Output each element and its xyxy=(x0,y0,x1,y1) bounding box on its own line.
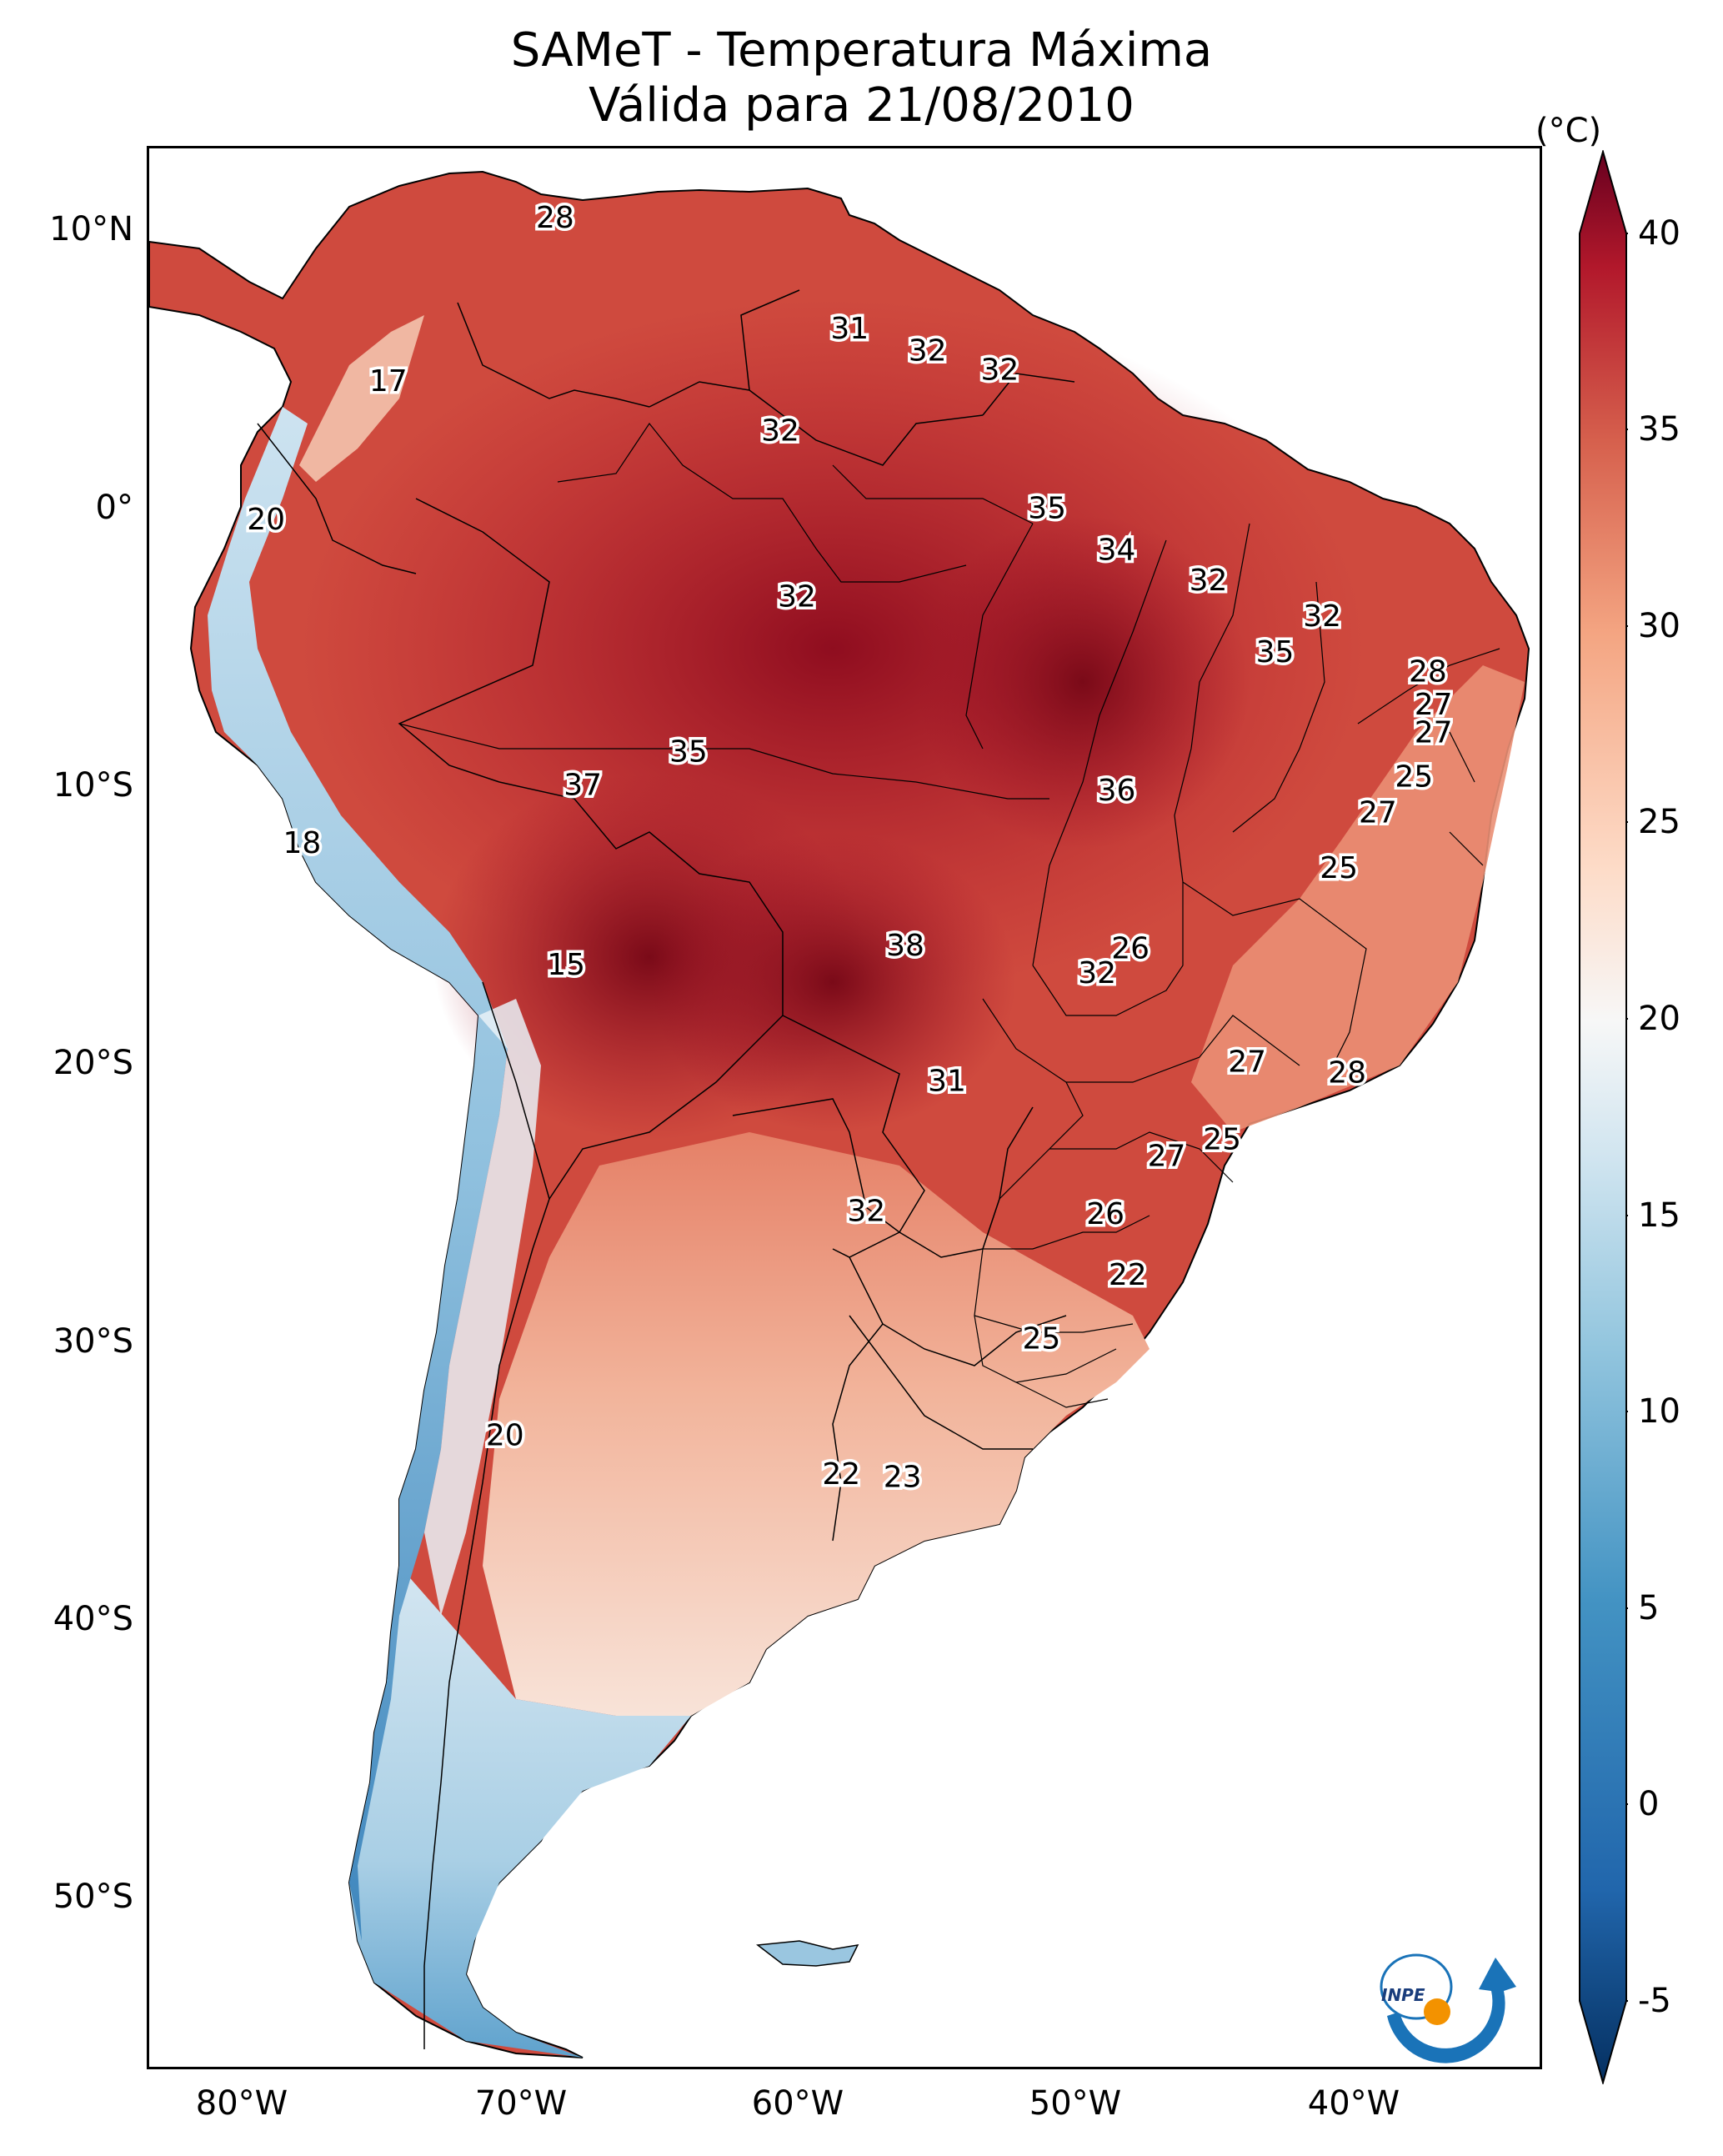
inpe-logo-sun xyxy=(1424,1998,1450,2025)
temperature-label: 38 xyxy=(886,929,924,963)
colorbar-tick-5: 5 xyxy=(1638,1589,1660,1627)
temperature-label: 28 xyxy=(1328,1056,1366,1091)
temperature-label: 23 xyxy=(884,1460,922,1494)
temperature-label: 35 xyxy=(1256,635,1295,669)
temperature-label: 37 xyxy=(563,769,602,803)
lat-tick-40s: 40°S xyxy=(53,1600,133,1638)
east-coast-warm-zone xyxy=(1191,665,1525,1132)
colorbar-tick-0: 0 xyxy=(1638,1785,1660,1823)
falkland-islands xyxy=(756,1940,859,1967)
temperature-label: 20 xyxy=(247,503,285,537)
colorbar-tick-25: 25 xyxy=(1638,803,1680,841)
temperature-label: 31 xyxy=(830,312,869,346)
temperature-label: 15 xyxy=(547,948,585,982)
inpe-logo-text: INPE xyxy=(1381,1985,1425,2005)
temperature-label: 27 xyxy=(1228,1045,1266,1079)
lat-tick-20s: 20°S xyxy=(53,1044,133,1082)
temperature-label: 35 xyxy=(1028,492,1066,526)
colorbar-unit: (°C) xyxy=(1535,112,1602,150)
andes-cold-strip xyxy=(208,407,508,1941)
colorbar-tick-35: 35 xyxy=(1638,410,1680,449)
heat-core-para xyxy=(916,515,1250,849)
temperature-label: 27 xyxy=(1415,715,1453,750)
temperature-label: 32 xyxy=(1078,956,1116,990)
temperature-label: 27 xyxy=(1415,688,1453,722)
state-borders xyxy=(398,422,1500,1408)
inpe-logo: INPE xyxy=(1380,1953,1516,2063)
temperature-label: 31 xyxy=(928,1065,966,1099)
temperature-label: 35 xyxy=(669,735,708,770)
temperature-labels: 2817203132323235343232323528272725272535… xyxy=(244,198,1455,1497)
lon-tick-50w: 50°W xyxy=(1029,2084,1122,2123)
political-borders xyxy=(257,289,1075,2049)
temperature-map: INPE 28172031323232353432323235282727252… xyxy=(149,170,1530,2063)
temperature-label: 20 xyxy=(486,1419,524,1453)
temperature-label: 32 xyxy=(980,353,1019,388)
temperature-label: 25 xyxy=(1022,1321,1060,1356)
temperature-label: 17 xyxy=(369,364,408,399)
temperature-label: 32 xyxy=(909,333,947,368)
map-title: SAMeT - Temperatura Máxima Válida para 2… xyxy=(0,23,1723,133)
temperature-label: 26 xyxy=(1086,1197,1124,1231)
map-panel: INPE 28 17 20 31 32 32 32 35 34 32 32 32 35 28 27 27 25 2… xyxy=(147,146,1542,2069)
temperature-label: 18 xyxy=(283,826,321,860)
lon-tick-40w: 40°W xyxy=(1307,2084,1400,2123)
temperature-label: 32 xyxy=(1190,564,1228,598)
lat-tick-0: 0° xyxy=(95,489,133,527)
colorbar-tick-marks xyxy=(1626,233,1628,2002)
temperature-label: 27 xyxy=(1359,796,1397,830)
title-line-2: Válida para 21/08/2010 xyxy=(589,78,1134,133)
temperature-label: 22 xyxy=(822,1457,860,1492)
temperature-label: 32 xyxy=(761,414,799,449)
temperature-label: 28 xyxy=(536,201,574,235)
temperature-label: 25 xyxy=(1320,851,1358,885)
colorbar xyxy=(1579,150,1628,2084)
colorbar-tick-30: 30 xyxy=(1638,607,1680,645)
lon-tick-60w: 60°W xyxy=(751,2084,844,2123)
temperature-label: 26 xyxy=(1111,931,1150,965)
lon-tick-70w: 70°W xyxy=(474,2084,568,2123)
temperature-label: 28 xyxy=(1409,654,1447,689)
temperature-label: 34 xyxy=(1098,533,1136,567)
colorbar-bar xyxy=(1579,150,1627,2084)
patagonia-cool-zone xyxy=(349,1566,691,2058)
lat-tick-50s: 50°S xyxy=(53,1878,133,1916)
lat-tick-10n: 10°N xyxy=(49,210,133,248)
colorbar-tick-40: 40 xyxy=(1638,214,1680,253)
temperature-label: 27 xyxy=(1148,1139,1186,1173)
colorbar-tick-20: 20 xyxy=(1638,1000,1680,1038)
colombian-andes-zone xyxy=(299,315,424,482)
temperature-label: 32 xyxy=(847,1195,885,1229)
temperature-label: 22 xyxy=(1109,1258,1147,1292)
colorbar-tick-neg5: -5 xyxy=(1638,1982,1671,2020)
temperature-label: 25 xyxy=(1203,1122,1241,1156)
temperature-label: 32 xyxy=(778,580,816,614)
lon-tick-80w: 80°W xyxy=(195,2084,288,2123)
title-line-1: SAMeT - Temperatura Máxima xyxy=(510,23,1213,78)
temperature-label: 32 xyxy=(1303,599,1341,634)
inpe-logo-arc xyxy=(1387,1958,1516,2063)
temperature-label: 25 xyxy=(1395,760,1433,795)
colorbar-tick-15: 15 xyxy=(1638,1196,1680,1235)
southern-cone-gradient xyxy=(483,1132,1150,1716)
lat-tick-10s: 10°S xyxy=(53,766,133,805)
temperature-label: 36 xyxy=(1098,774,1136,808)
lat-tick-30s: 30°S xyxy=(53,1322,133,1361)
altiplano-cool-zone xyxy=(424,999,541,1616)
colorbar-tick-10: 10 xyxy=(1638,1392,1680,1431)
